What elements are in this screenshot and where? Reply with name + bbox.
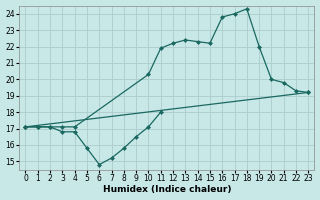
X-axis label: Humidex (Indice chaleur): Humidex (Indice chaleur) <box>103 185 231 194</box>
